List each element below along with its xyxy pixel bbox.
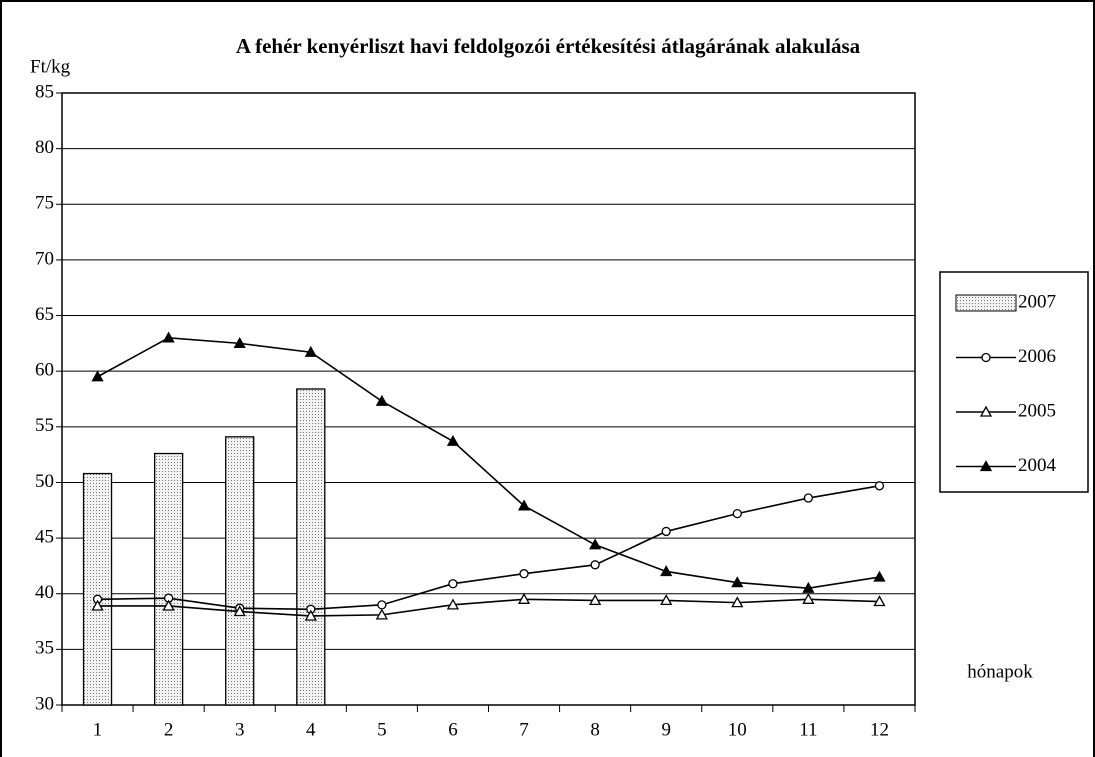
y-tick-label: 55 [35, 415, 54, 436]
y-tick-label: 50 [35, 471, 54, 492]
marker [233, 605, 246, 617]
x-tick-label: 9 [661, 719, 671, 740]
bar [225, 436, 255, 706]
x-tick-label: 12 [870, 719, 889, 740]
marker [589, 538, 602, 550]
y-tick-label: 30 [35, 693, 54, 714]
legend-label: 2007 [1018, 291, 1056, 312]
marker [732, 508, 742, 519]
legend-label: 2004 [1018, 455, 1057, 476]
marker [377, 600, 387, 610]
marker [590, 560, 600, 570]
bar [82, 472, 113, 706]
x-tick-label: 6 [448, 719, 458, 740]
x-tick-label: 10 [728, 719, 747, 740]
marker [233, 337, 246, 349]
marker [661, 526, 671, 537]
legend-swatch [955, 294, 1017, 312]
marker [517, 499, 531, 511]
marker [731, 596, 744, 608]
y-tick-label: 80 [35, 137, 54, 158]
x-axis-label: hónapok [967, 661, 1033, 682]
marker [448, 579, 458, 589]
marker [802, 581, 815, 593]
bar [296, 388, 326, 706]
marker [375, 608, 388, 620]
x-tick-label: 4 [306, 719, 316, 740]
marker [802, 592, 815, 604]
y-tick-label: 70 [35, 248, 54, 269]
marker [979, 460, 993, 472]
marker [519, 569, 529, 579]
y-tick-label: 65 [35, 304, 54, 325]
marker [873, 570, 886, 582]
x-tick-label: 5 [377, 719, 387, 740]
x-tick-label: 11 [799, 719, 817, 740]
line [97, 598, 880, 617]
marker [979, 405, 993, 417]
marker [981, 352, 991, 363]
chart-title: A fehér kenyérliszt havi feldolgozói ért… [236, 34, 861, 58]
y-tick-label: 35 [35, 638, 54, 659]
x-tick-label: 3 [235, 719, 245, 740]
marker [91, 370, 104, 382]
marker [803, 493, 814, 503]
bar [153, 452, 184, 706]
x-tick-label: 7 [519, 719, 529, 740]
marker [589, 594, 602, 606]
y-tick-label: 40 [35, 582, 54, 603]
y-tick-label: 45 [35, 526, 54, 547]
marker [304, 609, 317, 621]
marker [873, 595, 886, 607]
marker [660, 565, 673, 577]
line [97, 336, 880, 589]
line [97, 485, 880, 611]
y-tick-label: 85 [35, 81, 54, 102]
x-tick-label: 1 [93, 719, 103, 740]
marker [446, 434, 460, 446]
y-tick-label: 75 [35, 193, 54, 214]
x-tick-label: 2 [164, 719, 174, 740]
marker [731, 576, 744, 588]
y-axis-label: Ft/kg [30, 56, 71, 77]
marker [162, 331, 175, 343]
marker [162, 599, 175, 611]
x-tick-label: 8 [590, 719, 600, 740]
marker [91, 599, 104, 611]
marker [446, 598, 460, 610]
marker [517, 592, 531, 604]
marker [660, 594, 673, 606]
y-tick-label: 60 [35, 360, 54, 381]
marker [304, 345, 317, 357]
marker [375, 394, 388, 406]
legend-label: 2006 [1018, 346, 1056, 367]
legend-label: 2005 [1018, 400, 1056, 421]
marker [874, 481, 885, 491]
